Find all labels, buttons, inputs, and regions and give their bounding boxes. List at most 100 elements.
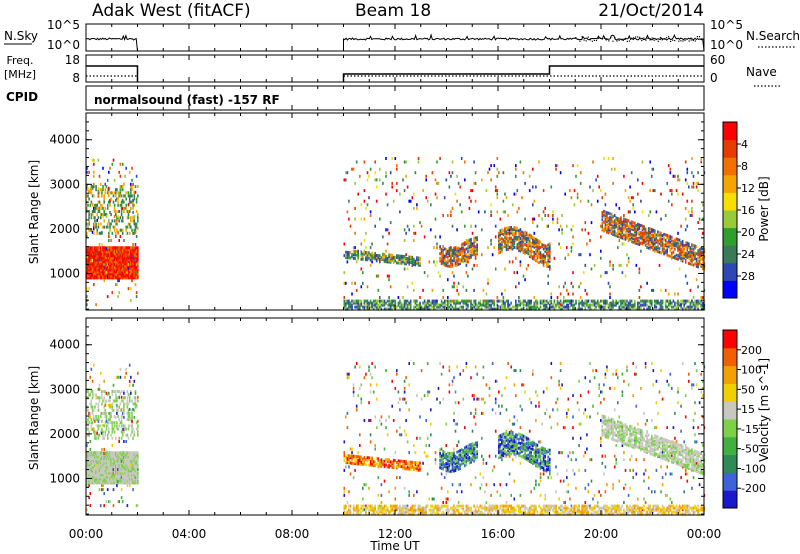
velocity-cell xyxy=(98,383,101,387)
power-cell xyxy=(621,229,624,233)
power-cell xyxy=(108,274,110,278)
power-cell xyxy=(664,303,667,307)
power-cell xyxy=(620,228,622,232)
velocity-cell xyxy=(110,475,112,479)
power-cell xyxy=(98,174,101,178)
power-cell xyxy=(528,255,531,258)
power-cell xyxy=(621,224,624,228)
power-cell xyxy=(96,262,98,266)
power-cell xyxy=(547,264,549,268)
power-cell xyxy=(94,248,96,252)
power-cell xyxy=(111,266,114,270)
power-cell xyxy=(98,270,101,274)
power-cell xyxy=(111,262,114,266)
power-cell xyxy=(416,303,418,307)
power-cell xyxy=(566,224,568,228)
power-cell xyxy=(90,185,93,188)
power-cell xyxy=(613,224,616,228)
power-cell xyxy=(610,223,613,227)
power-cell xyxy=(530,256,532,259)
power-cell xyxy=(90,256,93,260)
nsearch-label: N.Search xyxy=(746,29,800,43)
power-cell xyxy=(522,235,525,238)
velocity-cell xyxy=(131,475,133,479)
velocity-cell xyxy=(113,421,116,425)
power-cell xyxy=(120,258,123,262)
power-cell xyxy=(593,263,596,267)
power-cell xyxy=(101,191,103,195)
power-cell xyxy=(413,305,415,309)
velocity-cell xyxy=(113,469,116,473)
nsearch-dot xyxy=(700,38,703,40)
velocity-cell xyxy=(111,408,114,412)
power-cell xyxy=(457,252,460,256)
nsearch-dot xyxy=(579,40,581,42)
power-cell xyxy=(525,301,528,305)
velocity-cell xyxy=(99,453,102,457)
velocity-cell xyxy=(119,453,122,457)
power-cell xyxy=(345,171,347,175)
power-cell xyxy=(113,270,116,274)
power-cell xyxy=(371,301,373,305)
power-cell xyxy=(675,257,678,261)
power-cell xyxy=(664,299,667,303)
velocity-cell xyxy=(130,477,132,481)
power-cell xyxy=(372,301,375,305)
power-cell xyxy=(691,245,693,249)
velocity-cell xyxy=(93,457,95,461)
power-heatmap-cells xyxy=(86,157,706,311)
power-cell xyxy=(133,197,136,201)
power-cell xyxy=(93,248,95,252)
velocity-cell xyxy=(104,390,107,393)
velocity-cell xyxy=(87,461,89,465)
power-cell xyxy=(117,246,119,250)
power-cell xyxy=(558,301,560,305)
power-cell xyxy=(123,262,125,266)
power-cell xyxy=(536,244,539,248)
power-cell xyxy=(96,250,98,254)
power-cell xyxy=(106,225,109,229)
power-cell xyxy=(601,305,604,309)
power-cell xyxy=(664,242,667,246)
power-cell xyxy=(553,307,556,311)
power-cell xyxy=(126,271,129,275)
power-cell xyxy=(389,305,392,309)
power-cell xyxy=(402,254,404,258)
power-cell xyxy=(617,225,619,229)
power-cell xyxy=(448,171,451,175)
power-cell xyxy=(137,226,139,230)
power-cell xyxy=(135,276,138,280)
power-cell xyxy=(513,235,516,239)
power-cell xyxy=(698,258,701,262)
power-cell xyxy=(445,178,448,182)
power-cell xyxy=(697,299,699,303)
power-cell xyxy=(121,188,124,192)
power-cell xyxy=(456,263,458,267)
power-cell xyxy=(621,231,624,235)
power-cell xyxy=(130,254,132,258)
velocity-cell xyxy=(94,465,96,469)
velocity-cell xyxy=(133,402,136,406)
power-cell xyxy=(135,260,138,264)
power-cell xyxy=(87,246,89,250)
velocity-cell xyxy=(106,455,109,459)
power-cell xyxy=(524,217,526,221)
power-cell xyxy=(607,305,610,309)
power-cell xyxy=(672,241,675,245)
velocity-cell xyxy=(105,453,108,457)
power-cell xyxy=(397,254,400,258)
power-cell xyxy=(698,248,701,252)
velocity-cell xyxy=(125,479,127,483)
velocity-cell xyxy=(89,451,92,455)
velocity-cell xyxy=(95,467,97,471)
power-cell xyxy=(127,254,130,258)
power-cell xyxy=(637,224,639,228)
velocity-cell xyxy=(105,473,108,477)
velocity-cell xyxy=(106,473,109,477)
power-cell xyxy=(369,255,372,259)
power-cell xyxy=(552,305,554,309)
power-cell xyxy=(104,274,107,278)
power-cell xyxy=(351,305,353,309)
power-cell xyxy=(389,171,392,175)
velocity-cell xyxy=(117,415,119,418)
